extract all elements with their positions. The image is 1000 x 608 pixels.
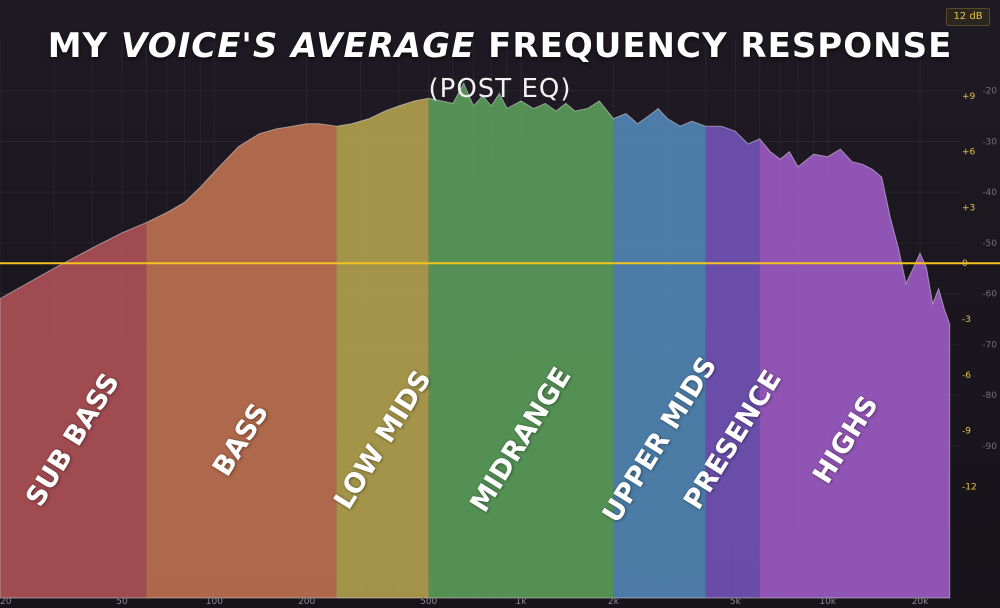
x-tick-label: 500 (420, 597, 437, 607)
chart-title: MY VOICE'S AVERAGE FREQUENCY RESPONSE (0, 26, 1000, 66)
title-part-1: MY (47, 26, 121, 66)
gain-tick-label: -9 (962, 427, 971, 437)
gain-tick-label: -6 (962, 371, 971, 381)
gain-tick-label: -3 (962, 315, 971, 325)
gain-tick-label: +9 (962, 92, 976, 102)
x-tick-label: 2k (608, 597, 620, 607)
x-tick-label: 10k (819, 597, 836, 607)
x-tick-label: 5k (730, 597, 742, 607)
x-tick-label: 20 (0, 597, 12, 607)
level-tick-label: -30 (982, 137, 997, 147)
band-low-mids (336, 83, 429, 598)
level-tick-label: -70 (982, 340, 997, 350)
level-tick-label: -40 (982, 188, 997, 198)
band-presence (705, 83, 760, 598)
band-upper-mids (613, 83, 706, 598)
title-part-average: AVERAGE (291, 26, 476, 66)
level-tick-label: -50 (982, 239, 997, 249)
title-part-rest: FREQUENCY RESPONSE (475, 26, 953, 66)
x-tick-label: 200 (298, 597, 315, 607)
gain-tick-label: +3 (962, 203, 975, 213)
chart-subtitle: (POST EQ) (428, 74, 572, 104)
x-tick-label: 100 (206, 597, 223, 607)
spectrum-curve (0, 81, 951, 599)
level-tick-label: -90 (982, 442, 997, 452)
range-selector[interactable]: 12 dB (946, 8, 990, 26)
level-tick-label: -20 (982, 87, 997, 97)
title-part-voices: VOICE'S (120, 26, 279, 66)
level-tick-label: -80 (982, 391, 997, 401)
x-tick-label: 1k (516, 597, 528, 607)
x-tick-label: 50 (116, 597, 128, 607)
x-tick-label: 20k (912, 597, 929, 607)
gain-tick-label: -12 (962, 482, 977, 492)
gain-tick-label: 0 (962, 259, 968, 269)
title-part-space (278, 26, 291, 66)
level-tick-label: -60 (982, 290, 997, 300)
gain-tick-label: +6 (962, 148, 976, 158)
band-midrange (428, 83, 614, 598)
